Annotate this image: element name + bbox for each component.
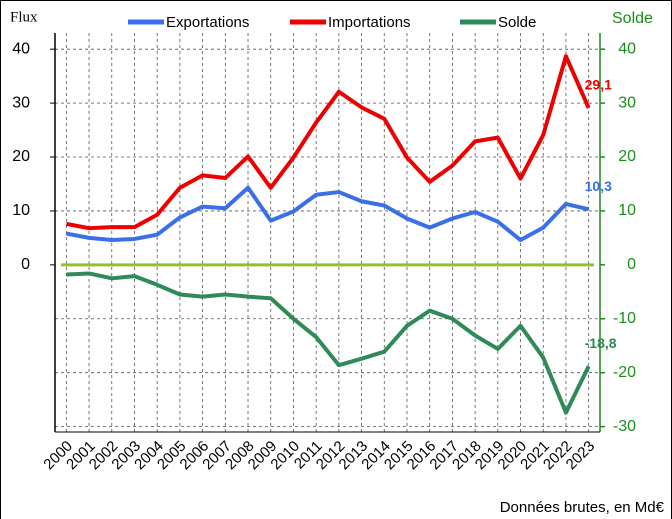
y-tick-label: 10 (12, 202, 30, 219)
series-line (66, 271, 591, 415)
y2-tick-label: -20 (613, 364, 636, 381)
y2-tick-label: 40 (618, 40, 636, 57)
right-axis-title: Solde (612, 10, 653, 27)
y-tick-label: 40 (12, 40, 30, 57)
y2-tick-label: 30 (618, 94, 636, 111)
note: Données brutes, en Md€ (500, 499, 665, 516)
y-tick-label: 0 (21, 256, 30, 273)
series-line (65, 185, 590, 243)
y2-tick-label: 0 (627, 256, 636, 273)
value-label: 10,3 (585, 178, 612, 194)
y-tick-label: 20 (12, 148, 30, 165)
legend-label: Exportations (166, 14, 249, 31)
value-label: -18,8 (585, 335, 617, 351)
left-axis-title: Flux (10, 9, 38, 25)
y2-tick-label: -30 (613, 418, 636, 435)
series-line (65, 54, 591, 231)
y2-tick-label: 10 (618, 202, 636, 219)
y2-tick-label: 20 (618, 148, 636, 165)
y2-tick-label: -10 (613, 310, 636, 327)
legend-label: Solde (498, 14, 536, 31)
y-tick-label: 30 (12, 94, 30, 111)
legend-label: Importations (328, 14, 411, 31)
value-label: 29,1 (585, 77, 612, 93)
